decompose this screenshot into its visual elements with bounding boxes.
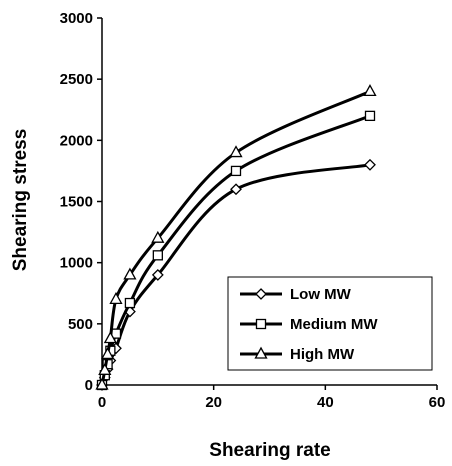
data-point: [103, 331, 117, 344]
data-point: [124, 297, 136, 309]
x-tick-label: 40: [317, 394, 334, 411]
data-point: [100, 347, 115, 360]
y-tick-label: 1500: [60, 194, 93, 211]
data-point: [364, 110, 376, 122]
series-layer: [95, 84, 377, 391]
y-tick-label: 3000: [60, 10, 93, 27]
y-axis-title: Shearing stress: [10, 129, 31, 272]
legend-label: High MW: [290, 346, 355, 363]
y-axis-ticks: 0 500 1000 1500 2000 2500 3000: [60, 10, 102, 394]
x-tick-label: 0: [98, 394, 106, 411]
legend-label: Low MW: [290, 286, 352, 303]
y-tick-label: 2500: [60, 71, 93, 88]
y-tick-label: 2000: [60, 132, 93, 149]
legend-swatch-marker: [254, 346, 268, 359]
data-point: [230, 165, 242, 177]
data-point: [109, 292, 123, 305]
data-point: [151, 230, 165, 243]
data-point: [363, 84, 377, 97]
legend-swatch-marker: [255, 288, 267, 300]
data-point: [152, 250, 163, 261]
x-axis-ticks: 0 20 40 60: [98, 385, 446, 411]
y-tick-label: 0: [85, 377, 93, 394]
x-axis-title: Shearing rate: [209, 440, 330, 461]
legend-label: Medium MW: [290, 316, 378, 333]
y-tick-label: 1000: [60, 255, 93, 272]
data-point: [98, 362, 112, 375]
data-point: [230, 183, 242, 196]
data-point: [95, 377, 109, 390]
legend-item: Medium MW: [240, 316, 378, 333]
legend-item: High MW: [240, 346, 355, 363]
legend-swatch-marker: [255, 318, 267, 330]
legend-item: Low MW: [240, 286, 352, 303]
data-point: [151, 268, 164, 281]
data-point: [123, 267, 137, 280]
data-point: [229, 145, 243, 158]
legend: Low MW Medium MW High MW: [227, 276, 433, 371]
x-tick-label: 20: [205, 394, 222, 411]
y-tick-label: 500: [68, 316, 93, 333]
x-tick-label: 60: [429, 394, 446, 411]
data-point: [364, 158, 376, 171]
series-triangle: [95, 84, 377, 390]
